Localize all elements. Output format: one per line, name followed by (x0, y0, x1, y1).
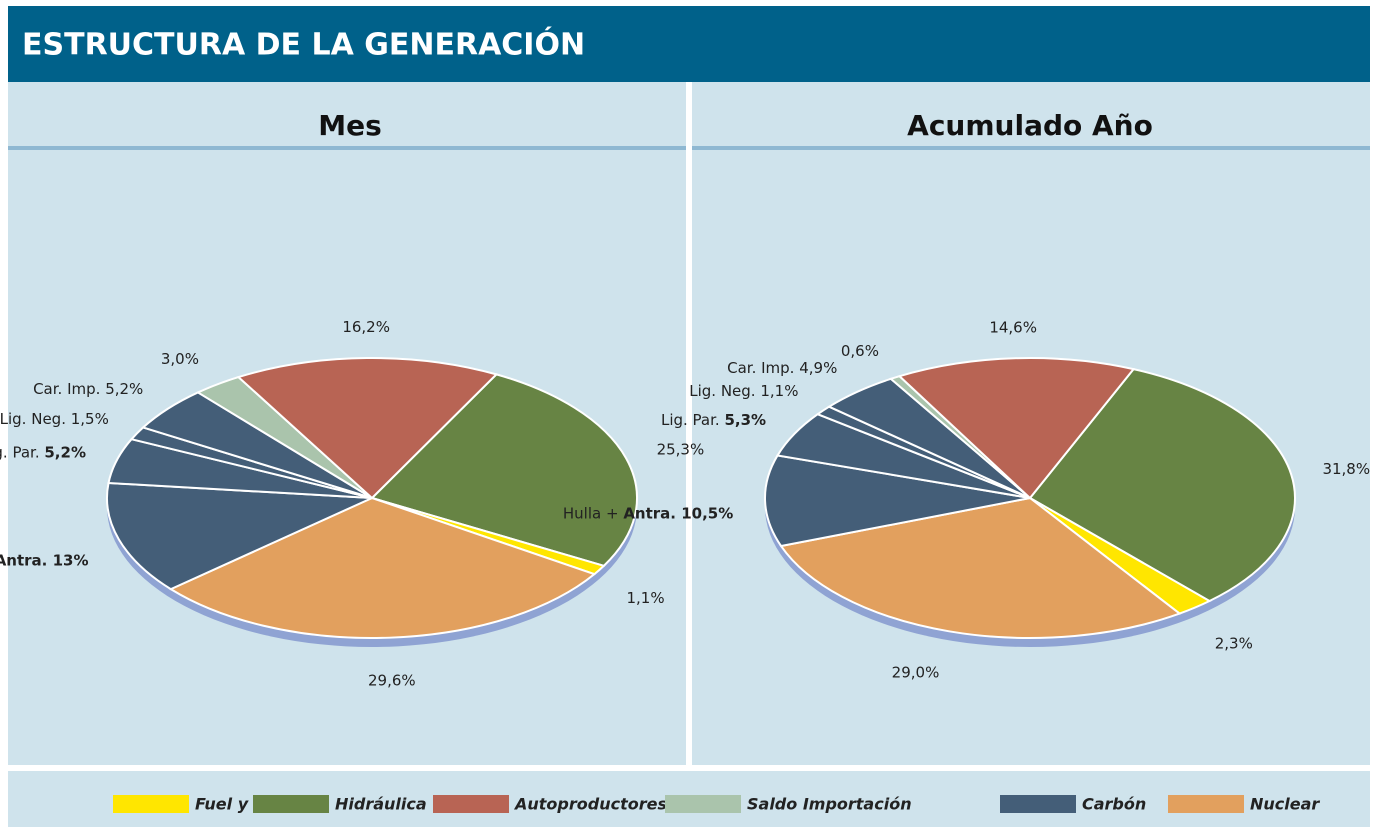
panel-rule (692, 146, 1370, 150)
legend-swatch (1168, 795, 1244, 813)
slice-category: Car. Imp. (33, 380, 100, 398)
slice-label: 1,1% (626, 588, 664, 606)
slice-value-label: 29,6% (368, 671, 416, 689)
legend-label: Autoproductores (513, 795, 667, 814)
chart-title: Acumulado Año (907, 109, 1153, 142)
slice-label: 14,6% (989, 318, 1037, 336)
slice-value-label: 2,3% (1215, 634, 1253, 652)
slice-label: Lig. Par. 5,2% (0, 443, 86, 461)
slice-label: 31,8% (1322, 459, 1370, 477)
pie-slice (236, 357, 499, 500)
panel-rule (8, 146, 686, 150)
chart-title: Mes (318, 109, 382, 142)
legend-swatch (665, 795, 741, 813)
slice-value-label: Antra. 10,5% (623, 504, 733, 522)
slice-value-label: 3,0% (161, 350, 199, 368)
legend-label: Hidráulica (335, 795, 427, 814)
slice-label: Lig. Neg. 1,1% (689, 382, 798, 400)
slice-value-label: 31,8% (1322, 459, 1370, 477)
slice-value-label: 29,0% (892, 663, 940, 681)
legend-label: Saldo Importación (747, 795, 912, 814)
legend-label: Nuclear (1250, 795, 1320, 814)
slice-value-label: 5,2% (44, 443, 86, 461)
slice-label: 29,6% (368, 671, 416, 689)
slice-value-label: 1,1% (626, 588, 664, 606)
slice-value-label: 5,2% (105, 380, 143, 398)
slice-label: Lig. Par. 5,3% (661, 410, 766, 428)
slice-category: Lig. Par. (0, 443, 40, 461)
slice-category: Hulla + (563, 504, 619, 522)
pie-slice (764, 454, 1031, 548)
slice-label: Car. Imp. 4,9% (727, 359, 837, 377)
pie-slice (1028, 368, 1296, 603)
slice-value-label: 1,5% (71, 409, 109, 427)
legend-swatch (433, 795, 509, 813)
slice-label: 2,3% (1215, 634, 1253, 652)
pie-slice (370, 373, 638, 567)
slice-label: 16,2% (342, 318, 390, 336)
slice-category: Lig. Neg. (0, 409, 66, 427)
slice-label: Car. Imp. 5,2% (33, 380, 143, 398)
legend-swatch (1000, 795, 1076, 813)
slice-category: Lig. Neg. (689, 382, 755, 400)
slice-label: Hulla + Antra. 10,5% (563, 504, 733, 522)
slice-value-label: 25,3% (657, 440, 705, 458)
pie-slice (897, 357, 1136, 500)
slice-value-label: Antra. 13% (0, 551, 89, 569)
slice-label: 25,3% (657, 440, 705, 458)
header-title: ESTRUCTURA DE LA GENERACIÓN (22, 26, 585, 63)
slice-label: Hulla + Antra. 13% (0, 551, 89, 569)
slice-label: 3,0% (161, 350, 199, 368)
header-bar (8, 6, 1370, 82)
legend-swatch (253, 795, 329, 813)
legend-label: Carbón (1082, 795, 1146, 814)
slice-value-label: 14,6% (989, 318, 1037, 336)
slice-value-label: 4,9% (799, 359, 837, 377)
slice-label: 0,6% (841, 341, 879, 359)
slice-value-label: 0,6% (841, 341, 879, 359)
slice-category: Lig. Par. (661, 410, 720, 428)
slice-value-label: 5,3% (724, 410, 766, 428)
slice-label: Lig. Neg. 1,5% (0, 409, 109, 427)
pie-slice (106, 481, 373, 591)
pie-slice (168, 496, 597, 639)
pie-slice (779, 496, 1182, 639)
slice-category: Car. Imp. (727, 359, 794, 377)
slice-value-label: 16,2% (342, 318, 390, 336)
legend-swatch (113, 795, 189, 813)
slice-label: 29,0% (892, 663, 940, 681)
slice-value-label: 1,1% (760, 382, 798, 400)
